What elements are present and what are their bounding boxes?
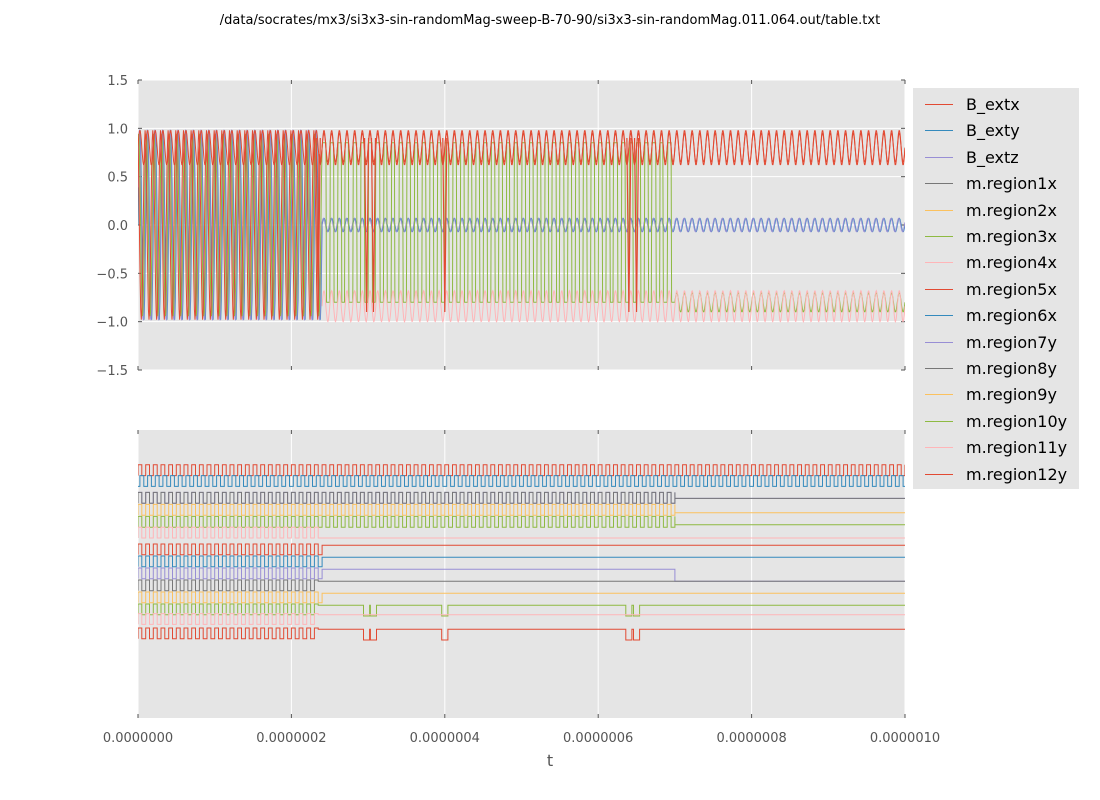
legend-entry: m.region11y [913,435,1079,461]
switch-spike [633,137,640,313]
legend-entry: m.region2x [913,198,1079,224]
legend-entry: m.region1x [913,171,1079,197]
legend-line-swatch [925,183,953,185]
legend-line-swatch [925,236,953,237]
legend-line-swatch [925,130,953,132]
switch-spike [442,137,448,313]
legend-entry: m.region5x [913,277,1079,303]
legend-entry: B_extz [913,145,1079,171]
legend-entry: m.region10y [913,409,1079,435]
legend-entry: m.region4x [913,250,1079,276]
trace-m-region2x [138,503,905,516]
trace-B_extx [138,464,905,477]
trace-m-region11y [138,613,905,625]
legend-line-swatch [925,156,953,158]
legend-entry: m.region3x [913,224,1079,250]
legend-label: m.region7y [966,332,1057,352]
legend-line-swatch [925,420,953,422]
bottom-plot-area [138,430,905,718]
legend-entry: B_exty [913,118,1079,144]
legend-label: m.region1x [966,174,1057,194]
trace-m-region1x [138,491,905,504]
trace-m-region6x [138,555,905,568]
legend-line-swatch [925,447,953,449]
x-tick-label: 0.0000008 [716,731,786,746]
legend-line-swatch [925,315,953,317]
legend-label: m.region9y [966,385,1057,405]
legend-entry: m.region12y [913,462,1079,488]
trace-m-region3x [138,515,905,528]
switch-spike [363,137,370,313]
x-tick-label: 0.0000002 [256,731,326,746]
y-tick-label: 0.0 [107,219,128,234]
x-axis-label: t [546,751,554,770]
legend-label: m.region5x [966,279,1057,299]
switch-spike [626,137,632,313]
legend-label: B_extx [966,95,1020,114]
legend-label: m.region11y [966,438,1068,458]
legend-entry: m.region7y [913,330,1079,356]
series-m-region4x [321,289,905,323]
x-tick-label: 0.0000004 [410,731,480,746]
legend-label: m.region3x [966,227,1057,246]
trace-B_exty [138,475,905,487]
legend-line-swatch [925,473,953,475]
trace-m-region8y [138,579,905,592]
bottom-axes: 0.0000000 0.0000002 0.0000004 0.0000006 0.00… [103,430,940,746]
legend-label: m.region4x [966,253,1057,273]
series-m-region5x [138,130,905,320]
trace-m-region9y [138,591,905,604]
legend-label: m.region12y [966,464,1068,484]
legend-entry: B_extx [913,92,1079,118]
legend-label: m.region8y [966,359,1057,378]
trace-m-region7y [138,567,905,582]
legend-entry: m.region8y [913,356,1079,382]
legend: B_extx B_exty B_extz m.region1x m.region2x m.… [913,88,1079,489]
legend-label: B_exty [966,121,1020,141]
legend-line-swatch [925,209,953,211]
legend-line-swatch [925,262,953,264]
x-tick-label: 0.0000010 [870,731,940,746]
figure-title: /data/socrates/mx3/si3x3-sin-randomMag-s… [219,13,881,28]
legend-label: B_extz [966,147,1019,167]
y-tick-label: 0.5 [107,171,128,186]
legend-entry: m.region6x [913,303,1079,329]
trace-m-region12y [138,627,905,641]
trace-m-region5x [138,543,905,556]
y-tick-label: −0.5 [96,267,128,282]
y-tick-label: 1.5 [107,74,128,89]
switch-spike [370,137,377,313]
trace-m-region10y [138,603,905,617]
legend-line-swatch [925,288,953,290]
y-tick-label: −1.0 [96,316,128,331]
legend-line-swatch [925,394,953,396]
trace-m-region4x [138,526,905,539]
top-axes: 1.5 1.0 0.5 0.0 −0.5 −1.0 −1.5 [96,74,906,379]
legend-entry: m.region9y [913,382,1079,408]
legend-line-swatch [925,104,953,105]
legend-label: m.region2x [966,200,1057,220]
legend-line-swatch [925,368,953,369]
switch-spike [315,137,321,313]
legend-label: m.region10y [966,411,1068,431]
legend-line-swatch [925,341,953,343]
x-tick-label: 0.0000000 [103,731,173,746]
y-tick-label: 1.0 [107,122,128,137]
y-tick-label: −1.5 [96,364,128,379]
legend-label: m.region6x [966,306,1057,326]
x-tick-label: 0.0000006 [563,731,633,746]
